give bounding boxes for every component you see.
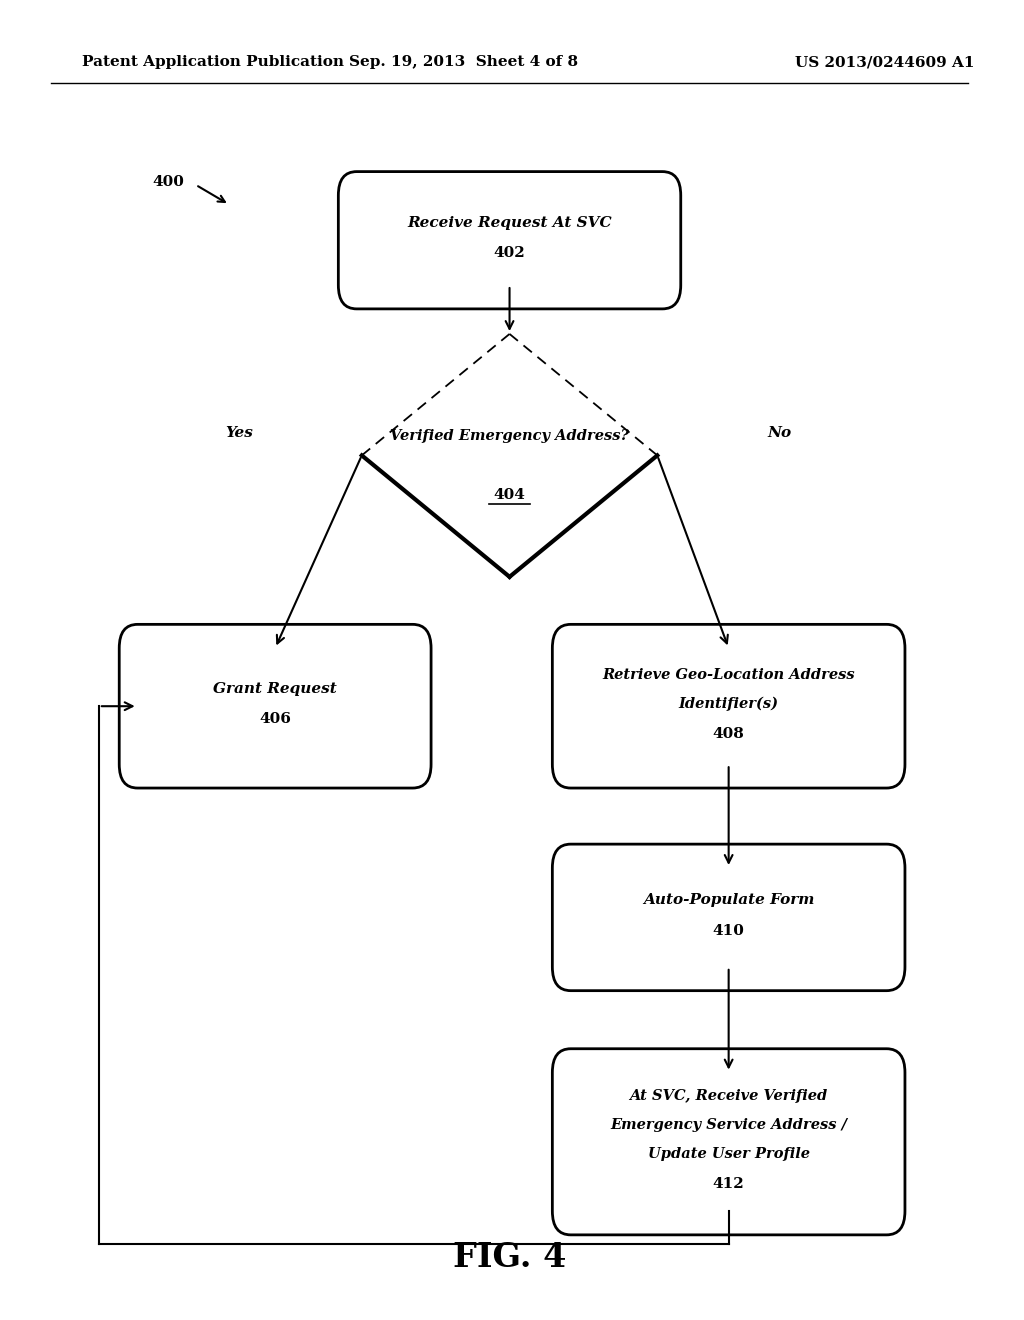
FancyBboxPatch shape (552, 1048, 905, 1236)
Text: At SVC, Receive Verified: At SVC, Receive Verified (630, 1089, 827, 1102)
Text: 412: 412 (713, 1177, 744, 1191)
Text: Verified Emergency Address?: Verified Emergency Address? (390, 429, 629, 442)
FancyBboxPatch shape (119, 624, 431, 788)
FancyBboxPatch shape (552, 624, 905, 788)
Text: Receive Request At SVC: Receive Request At SVC (408, 216, 612, 230)
Text: 400: 400 (153, 176, 184, 189)
Text: US 2013/0244609 A1: US 2013/0244609 A1 (795, 55, 975, 69)
Text: Auto-Populate Form: Auto-Populate Form (643, 894, 814, 907)
Text: Yes: Yes (225, 426, 253, 440)
Text: Sep. 19, 2013  Sheet 4 of 8: Sep. 19, 2013 Sheet 4 of 8 (349, 55, 579, 69)
Text: FIG. 4: FIG. 4 (453, 1241, 566, 1275)
Text: Emergency Service Address /: Emergency Service Address / (610, 1118, 847, 1131)
FancyBboxPatch shape (338, 172, 681, 309)
Text: Grant Request: Grant Request (213, 682, 337, 696)
Text: No: No (768, 426, 792, 440)
Text: Patent Application Publication: Patent Application Publication (82, 55, 343, 69)
Text: Update User Profile: Update User Profile (647, 1147, 810, 1160)
Text: 410: 410 (713, 924, 744, 937)
Text: 404: 404 (494, 488, 525, 502)
Text: 408: 408 (713, 727, 744, 741)
Text: Retrieve Geo-Location Address: Retrieve Geo-Location Address (602, 668, 855, 681)
FancyBboxPatch shape (552, 845, 905, 990)
Text: 406: 406 (259, 713, 291, 726)
Text: Identifier(s): Identifier(s) (679, 697, 778, 710)
Text: 402: 402 (494, 247, 525, 260)
